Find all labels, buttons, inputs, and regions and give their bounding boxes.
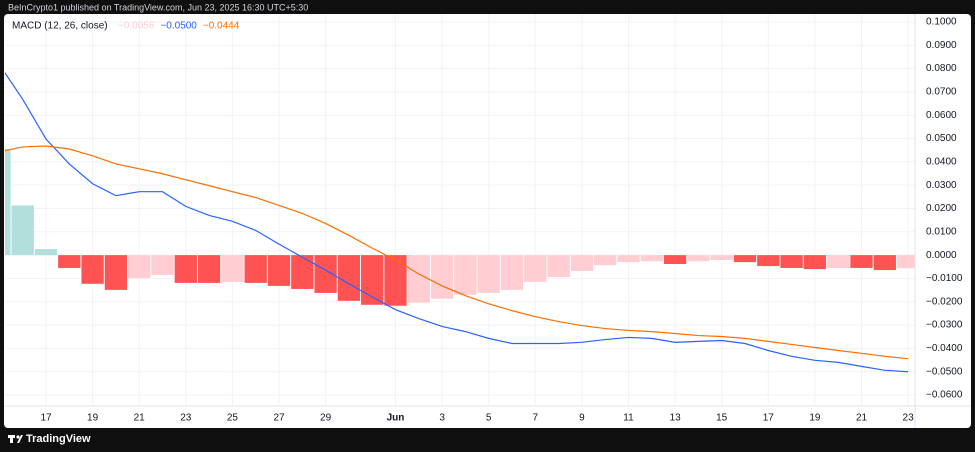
histogram-bar [197, 255, 221, 283]
histogram-bar [850, 255, 873, 268]
x-tick-label: 17 [40, 413, 52, 424]
footer-brand: TradingView [26, 433, 91, 445]
y-tick-label: 0.0900 [926, 40, 957, 51]
x-tick-label: 9 [579, 413, 585, 424]
histogram-bar [267, 255, 291, 286]
x-tick-label: 19 [87, 413, 99, 424]
y-tick-label: 0.0000 [926, 250, 957, 261]
histogram-bar [314, 255, 337, 293]
histogram-bar [454, 255, 477, 295]
x-tick-label: 17 [763, 413, 775, 424]
histogram-bar [430, 255, 454, 299]
y-tick-label: −0.0600 [926, 390, 963, 401]
x-tick-label: 11 [623, 413, 634, 424]
histogram-bar [640, 255, 663, 262]
macd-line [5, 71, 909, 373]
y-tick-label: −0.0100 [926, 273, 963, 284]
histogram-bar [687, 255, 710, 262]
x-tick-label: 13 [670, 413, 682, 424]
histogram-bar [5, 149, 11, 256]
x-tick-label: 19 [809, 413, 821, 424]
x-tick-label: 25 [227, 413, 239, 424]
y-tick-label: −0.0300 [926, 320, 963, 331]
header-text: BeInCrypto1 published on TradingView.com… [8, 2, 308, 12]
histogram-bar [34, 249, 58, 256]
histogram-bar [151, 255, 174, 275]
x-tick-label: 3 [439, 413, 445, 424]
x-tick-label: Jun [387, 413, 405, 424]
histogram-bar [594, 255, 617, 266]
histogram-bar [477, 255, 500, 293]
x-tick-label: 27 [273, 413, 285, 424]
histogram-bar [547, 255, 570, 278]
histogram-bar [58, 255, 81, 268]
legend-value: −0.0444 [203, 21, 240, 32]
y-tick-label: 0.1000 [926, 17, 957, 28]
histogram-bar [733, 255, 757, 263]
histogram-bar [617, 255, 640, 263]
histogram-bar [524, 255, 547, 282]
histogram-bar [710, 255, 733, 261]
y-tick-label: −0.0200 [926, 296, 963, 307]
plot-area [5, 14, 915, 406]
legend-value: −0.0056 [118, 21, 155, 32]
histogram-bar [827, 255, 850, 268]
histogram-bar [244, 255, 267, 283]
y-tick-label: 0.0400 [926, 156, 957, 167]
y-tick-label: 0.0700 [926, 87, 957, 98]
y-tick-label: 0.0800 [926, 63, 957, 74]
histogram-bar [757, 255, 780, 267]
y-tick-label: 0.0300 [926, 180, 957, 191]
histogram-bar [780, 255, 803, 268]
histogram-bar [104, 255, 128, 290]
chart-panel [4, 14, 971, 428]
y-tick-label: −0.0500 [926, 366, 963, 377]
histogram-bar [803, 255, 827, 270]
histogram-bar [384, 255, 407, 306]
legend-value: −0.0500 [160, 21, 197, 32]
histogram-bar [873, 255, 896, 271]
macd-line [5, 145, 909, 360]
histogram-bar [81, 255, 104, 284]
x-tick-label: 21 [134, 413, 146, 424]
x-tick-label: 5 [486, 413, 492, 424]
x-tick-label: 23 [903, 413, 915, 424]
x-tick-label: 7 [533, 413, 539, 424]
x-tick-label: 23 [180, 413, 192, 424]
histogram-bar [896, 255, 915, 269]
histogram-bar [663, 255, 687, 264]
histogram-bar [337, 255, 361, 301]
logo [8, 435, 23, 443]
histogram-bar [11, 205, 34, 256]
y-tick-label: 0.0200 [926, 203, 957, 214]
histogram-bar [500, 255, 524, 290]
histogram-bar [361, 255, 384, 305]
histogram-bar [291, 255, 314, 289]
y-tick-label: −0.0400 [926, 343, 963, 354]
y-tick-label: 0.0600 [926, 110, 957, 121]
histogram-bar [174, 255, 197, 283]
histogram-bar [128, 255, 151, 278]
y-tick-label: 0.0500 [926, 133, 957, 144]
histogram-bar [221, 255, 244, 282]
y-tick-label: 0.0100 [926, 226, 957, 237]
histogram-bar [407, 255, 430, 303]
histogram-bar [570, 255, 594, 271]
x-tick-label: 29 [320, 413, 332, 424]
legend-title: MACD (12, 26, close) [12, 21, 108, 32]
x-tick-label: 21 [856, 413, 868, 424]
x-tick-label: 15 [716, 413, 728, 424]
